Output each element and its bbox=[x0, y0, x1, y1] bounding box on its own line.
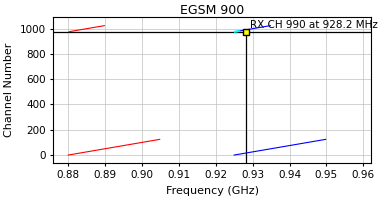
Y-axis label: Channel Number: Channel Number bbox=[4, 43, 14, 137]
X-axis label: Frequency (GHz): Frequency (GHz) bbox=[166, 186, 258, 196]
Text: RX CH 990 at 928.2 MHz: RX CH 990 at 928.2 MHz bbox=[250, 20, 378, 30]
Title: EGSM 900: EGSM 900 bbox=[180, 4, 244, 17]
